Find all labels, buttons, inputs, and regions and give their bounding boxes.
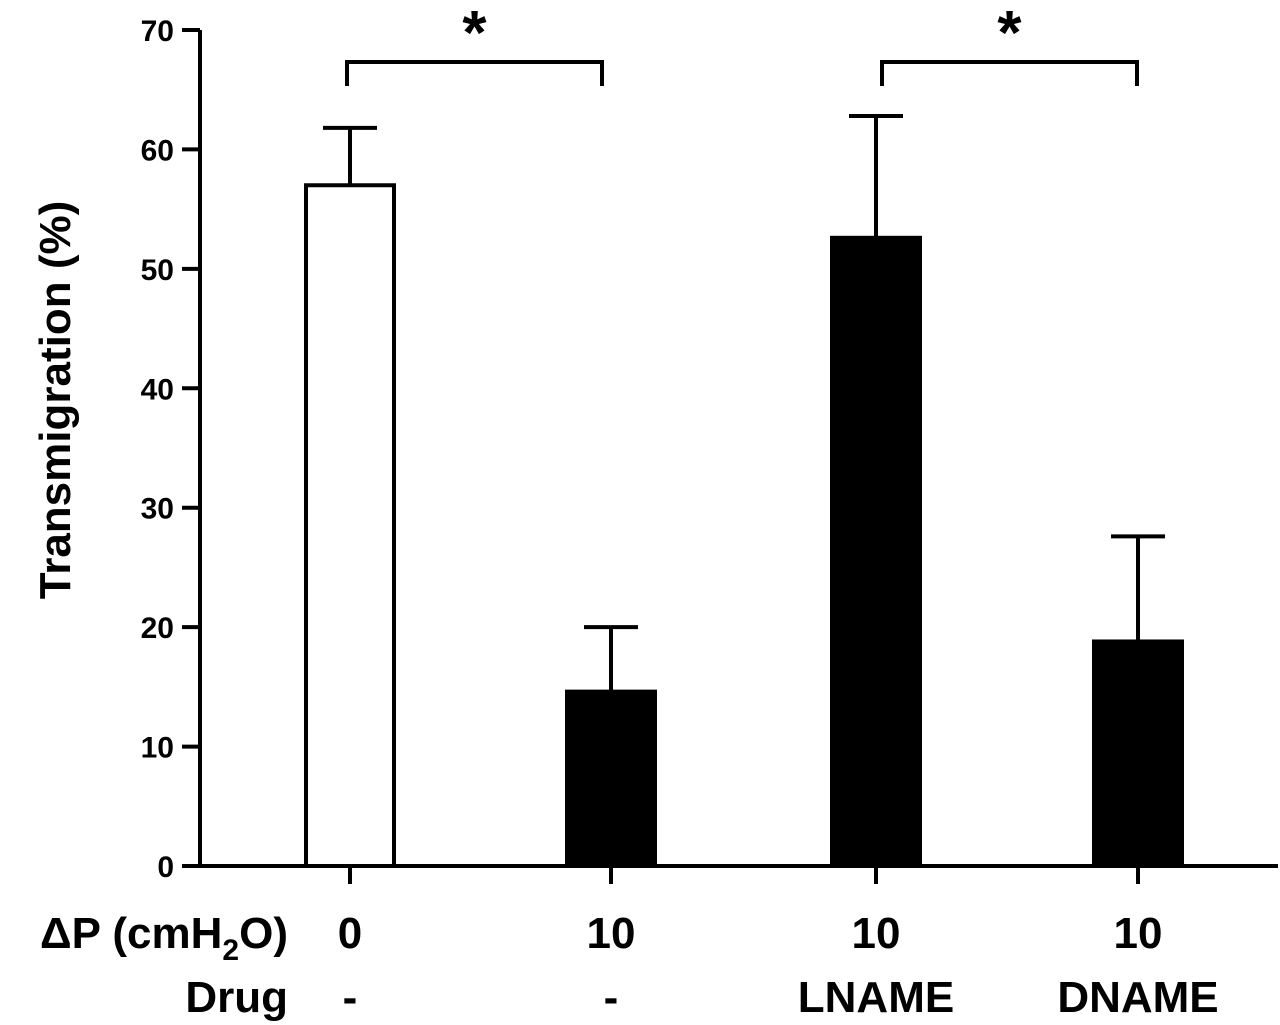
significance-brackets: * *	[345, 0, 1139, 86]
drug-label: -	[604, 973, 619, 1022]
y-tick-label: 0	[157, 851, 174, 884]
drug-row-label: Drug	[185, 973, 288, 1022]
y-tick-label: 40	[141, 373, 174, 406]
significance-bracket	[345, 60, 604, 86]
bar	[565, 689, 657, 868]
delta-p-row-label: ΔP (cmH2O)	[40, 909, 288, 967]
significance-bracket	[880, 60, 1139, 86]
bars	[304, 113, 1184, 869]
y-tick-label: 70	[141, 15, 174, 48]
bar	[304, 183, 396, 868]
y-axis-label: Transmigration (%)	[31, 201, 80, 600]
significance-star: *	[997, 0, 1022, 68]
y-tick-label: 60	[141, 134, 174, 167]
bar	[1092, 639, 1184, 869]
bar	[830, 235, 922, 868]
y-tick-label: 20	[141, 612, 174, 645]
category-labels: 0 - 10 - 10 LNAME 10 DNAME ΔP (cmH2O) Drug	[40, 909, 1219, 1022]
drug-label: -	[343, 973, 358, 1022]
y-tick-label: 30	[141, 493, 174, 526]
delta-p-label: 10	[1114, 909, 1163, 958]
y-tick-label: 50	[141, 254, 174, 287]
drug-label: LNAME	[798, 973, 954, 1022]
y-tick-label: 10	[141, 732, 174, 765]
significance-star: *	[462, 0, 487, 68]
drug-label: DNAME	[1057, 973, 1218, 1022]
delta-p-label: 0	[338, 909, 362, 958]
delta-p-label: 10	[852, 909, 901, 958]
delta-p-label: 10	[587, 909, 636, 958]
